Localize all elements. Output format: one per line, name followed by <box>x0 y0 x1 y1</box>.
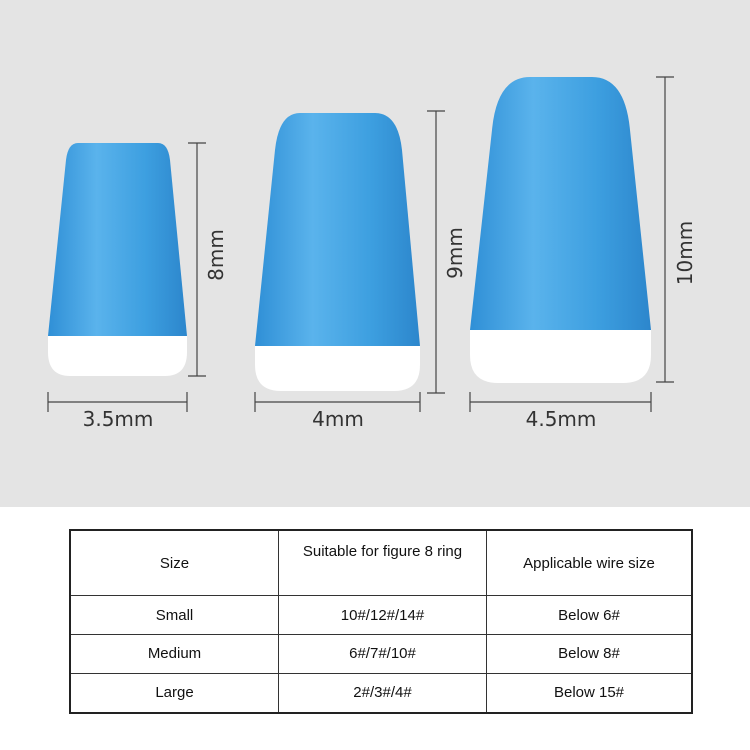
table-cell: 10#/12#/14# <box>278 595 487 635</box>
table-cell: 6#/7#/10# <box>278 633 487 674</box>
table-row: Large 2#/3#/4# Below 15# <box>69 672 693 714</box>
bead-large <box>470 77 651 383</box>
medium-width-label: 4mm <box>312 407 364 431</box>
table-row: Small 10#/12#/14# Below 6# <box>69 595 693 635</box>
table-cell: Below 8# <box>486 633 693 674</box>
table-row: Medium 6#/7#/10# Below 8# <box>69 633 693 674</box>
bead-medium <box>255 113 420 391</box>
table-cell: 2#/3#/4# <box>278 672 487 714</box>
bead-small <box>48 143 187 376</box>
table-cell: Medium <box>69 633 279 674</box>
small-width-label: 3.5mm <box>83 407 154 431</box>
header-cell: Size <box>69 529 279 597</box>
table-cell: Below 6# <box>486 595 693 635</box>
table-cell: Small <box>69 595 279 635</box>
medium-height-label: 9mm <box>443 227 467 279</box>
dimension-lines <box>47 76 674 412</box>
large-height-label: 10mm <box>673 221 697 285</box>
large-width-label: 4.5mm <box>526 407 597 431</box>
table-cell: Large <box>69 672 279 714</box>
header-cell: Applicable wire size <box>486 529 693 597</box>
table-cell: Below 15# <box>486 672 693 714</box>
size-table: Size Suitable for figure 8 ring Applicab… <box>69 529 693 714</box>
header-cell: Suitable for figure 8 ring <box>278 529 487 597</box>
product-illustration: 8mm 3.5mm 9mm 4mm 10mm 4.5mm <box>0 0 750 507</box>
small-height-label: 8mm <box>204 229 228 281</box>
table-header-row: Size Suitable for figure 8 ring Applicab… <box>69 529 693 597</box>
